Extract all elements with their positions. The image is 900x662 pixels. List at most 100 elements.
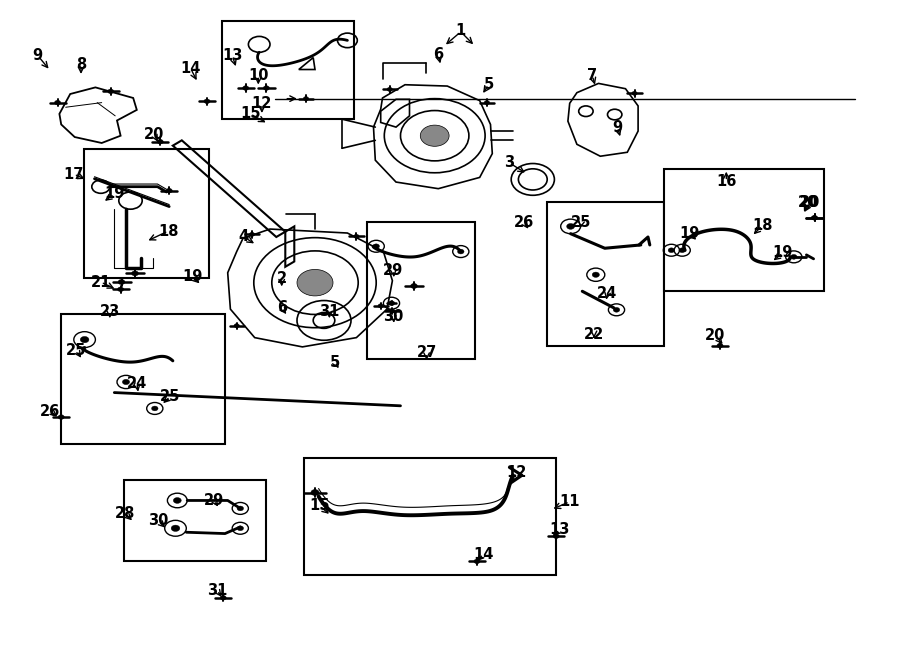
Text: 5: 5: [483, 77, 494, 92]
Text: 13: 13: [222, 48, 242, 63]
Circle shape: [108, 89, 113, 93]
Circle shape: [378, 304, 383, 308]
Circle shape: [234, 324, 239, 328]
Text: 19: 19: [104, 187, 124, 201]
Text: 19: 19: [183, 269, 202, 284]
Text: 23: 23: [100, 304, 120, 318]
Circle shape: [151, 406, 158, 411]
Text: 20: 20: [798, 195, 818, 210]
Text: 20: 20: [706, 328, 725, 343]
Circle shape: [237, 526, 244, 531]
Circle shape: [243, 86, 248, 90]
Text: 14: 14: [473, 547, 493, 561]
Circle shape: [420, 125, 449, 146]
Text: 12: 12: [507, 465, 526, 480]
Text: 20: 20: [144, 127, 164, 142]
Circle shape: [388, 301, 395, 306]
Text: 13: 13: [550, 522, 570, 537]
Text: 26: 26: [40, 404, 60, 418]
Circle shape: [592, 272, 599, 277]
Text: 16: 16: [716, 174, 736, 189]
Text: 12: 12: [252, 97, 272, 111]
Text: 9: 9: [612, 120, 623, 134]
Circle shape: [249, 232, 255, 236]
Circle shape: [632, 91, 637, 95]
Text: 29: 29: [204, 493, 224, 508]
Text: 15: 15: [240, 107, 260, 121]
Circle shape: [237, 506, 244, 511]
Text: 10: 10: [248, 68, 268, 83]
Circle shape: [474, 559, 480, 563]
Text: 30: 30: [383, 309, 403, 324]
Circle shape: [790, 254, 797, 260]
Circle shape: [171, 525, 180, 532]
Circle shape: [297, 269, 333, 296]
Text: 4: 4: [238, 229, 248, 244]
Text: 31: 31: [207, 583, 227, 598]
Circle shape: [567, 224, 574, 229]
Circle shape: [812, 216, 817, 220]
Bar: [304, 458, 556, 575]
Circle shape: [264, 86, 269, 90]
Circle shape: [118, 287, 123, 291]
Circle shape: [204, 99, 210, 103]
Bar: [84, 149, 209, 278]
Text: 18: 18: [158, 224, 178, 238]
Circle shape: [58, 415, 64, 419]
Text: 7: 7: [587, 68, 598, 83]
Circle shape: [174, 498, 181, 503]
Text: 19: 19: [773, 246, 793, 260]
Bar: [222, 21, 354, 119]
Text: 15: 15: [310, 498, 329, 513]
Circle shape: [131, 271, 139, 276]
Circle shape: [122, 379, 130, 385]
Circle shape: [390, 302, 393, 305]
Text: 3: 3: [504, 156, 515, 170]
Circle shape: [457, 249, 464, 254]
Circle shape: [354, 234, 359, 238]
Circle shape: [387, 87, 392, 91]
Text: 21: 21: [91, 275, 111, 289]
Text: 8: 8: [76, 58, 86, 72]
Text: 18: 18: [752, 218, 772, 233]
Circle shape: [613, 307, 620, 312]
Circle shape: [55, 101, 60, 105]
Text: 5: 5: [329, 355, 340, 369]
Text: 20: 20: [800, 195, 820, 210]
Circle shape: [679, 248, 686, 253]
Circle shape: [390, 309, 395, 313]
Bar: [124, 480, 266, 561]
Text: 22: 22: [584, 327, 604, 342]
Bar: [664, 169, 824, 291]
Text: 29: 29: [383, 263, 403, 277]
Circle shape: [668, 248, 675, 253]
Text: 9: 9: [32, 48, 43, 63]
Bar: [547, 202, 664, 346]
Text: 25: 25: [572, 215, 591, 230]
Text: 17: 17: [64, 167, 84, 181]
Text: 28: 28: [115, 506, 135, 521]
Bar: [61, 314, 225, 444]
Circle shape: [373, 244, 380, 249]
Text: 25: 25: [67, 344, 86, 358]
Text: 26: 26: [514, 215, 534, 230]
Text: 19: 19: [680, 226, 699, 241]
Text: 11: 11: [560, 495, 580, 509]
Circle shape: [80, 336, 89, 343]
Circle shape: [554, 534, 559, 538]
Circle shape: [717, 344, 723, 348]
Circle shape: [118, 279, 125, 285]
Text: 14: 14: [181, 62, 201, 76]
Circle shape: [410, 283, 418, 289]
Text: 2: 2: [276, 271, 287, 285]
Text: 24: 24: [127, 376, 147, 391]
Circle shape: [220, 596, 226, 600]
Text: 1: 1: [455, 23, 466, 38]
Text: 31: 31: [320, 304, 339, 318]
Text: 25: 25: [160, 389, 180, 404]
Circle shape: [484, 101, 490, 105]
Circle shape: [158, 140, 163, 144]
Circle shape: [812, 216, 817, 220]
Text: 30: 30: [148, 514, 168, 528]
Text: 27: 27: [417, 346, 436, 360]
